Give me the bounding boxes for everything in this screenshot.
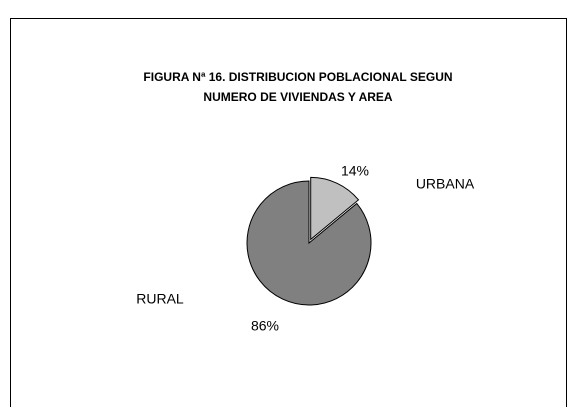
data-label: 86% (251, 318, 279, 334)
data-label: 14% (341, 163, 369, 179)
chart-title: FIGURA Nª 16. DISTRIBUCION POBLACIONAL S… (143, 70, 452, 84)
category-label: RURAL (136, 291, 184, 307)
chart-title: NUMERO DE VIVIENDAS Y AREA (203, 90, 392, 104)
pie-slice (246, 180, 372, 306)
category-label: URBANA (416, 176, 475, 192)
pie-slice (310, 176, 360, 241)
